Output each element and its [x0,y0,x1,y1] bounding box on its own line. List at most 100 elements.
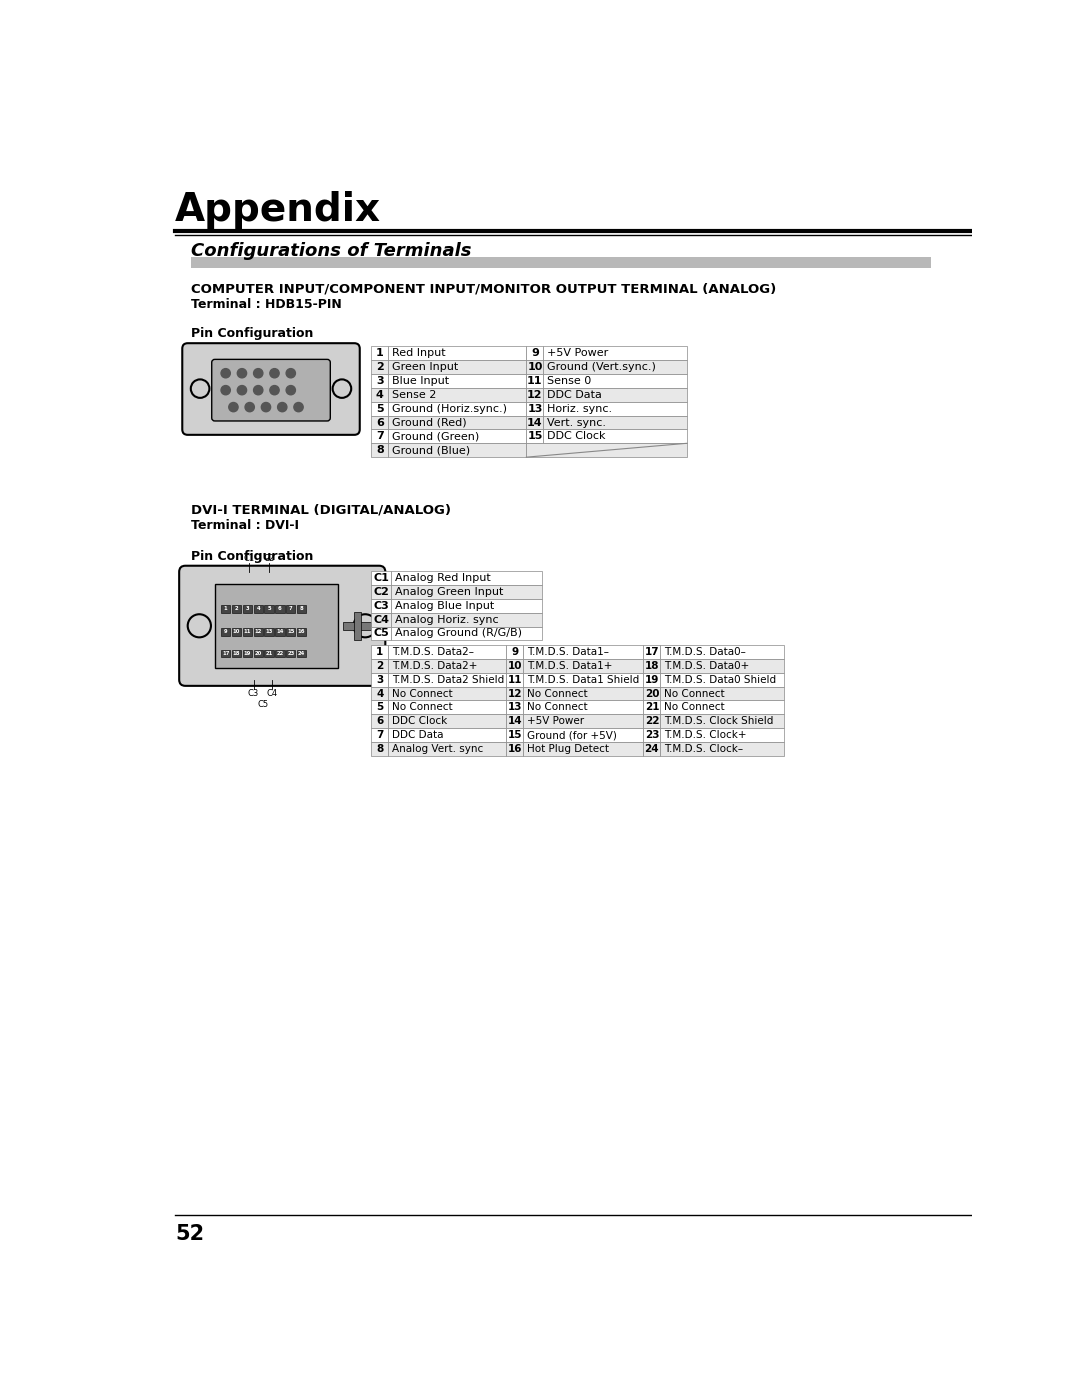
FancyBboxPatch shape [524,714,644,728]
FancyBboxPatch shape [524,700,644,714]
FancyBboxPatch shape [391,599,542,613]
Text: 17: 17 [222,651,229,657]
FancyBboxPatch shape [543,429,687,443]
FancyBboxPatch shape [389,443,526,457]
Circle shape [254,386,262,395]
FancyBboxPatch shape [372,374,389,388]
FancyBboxPatch shape [372,627,391,640]
Text: 19: 19 [645,675,659,685]
Text: C4: C4 [373,615,389,624]
Text: Green Input: Green Input [392,362,459,372]
FancyBboxPatch shape [243,605,252,613]
Text: T.M.D.S. Data0 Shield: T.M.D.S. Data0 Shield [664,675,777,685]
FancyBboxPatch shape [661,714,784,728]
Text: T.M.D.S. Data1+: T.M.D.S. Data1+ [527,661,612,671]
FancyBboxPatch shape [275,605,284,613]
FancyBboxPatch shape [507,742,524,756]
Text: 13: 13 [527,404,542,414]
Text: 17: 17 [645,647,659,657]
Text: No Connect: No Connect [527,689,588,698]
Text: 7: 7 [376,731,383,740]
Text: COMPUTER INPUT/COMPONENT INPUT/MONITOR OUTPUT TERMINAL (ANALOG): COMPUTER INPUT/COMPONENT INPUT/MONITOR O… [191,282,777,296]
FancyBboxPatch shape [661,742,784,756]
FancyBboxPatch shape [526,402,543,415]
FancyBboxPatch shape [372,728,389,742]
Text: 12: 12 [255,630,262,634]
FancyBboxPatch shape [389,728,507,742]
Circle shape [286,369,296,377]
Text: No Connect: No Connect [664,703,725,712]
Text: 19: 19 [244,651,251,657]
FancyBboxPatch shape [389,429,526,443]
FancyBboxPatch shape [661,686,784,700]
Text: T.M.D.S. Data2+: T.M.D.S. Data2+ [392,661,477,671]
Circle shape [270,386,279,395]
Text: 8: 8 [376,745,383,754]
FancyBboxPatch shape [215,584,338,668]
FancyBboxPatch shape [286,605,296,613]
FancyBboxPatch shape [212,359,330,420]
Text: T.M.D.S. Data0–: T.M.D.S. Data0– [664,647,746,657]
FancyBboxPatch shape [372,443,389,457]
Text: Sense 2: Sense 2 [392,390,436,400]
FancyBboxPatch shape [353,612,362,640]
FancyBboxPatch shape [507,700,524,714]
FancyBboxPatch shape [507,673,524,686]
Text: 3: 3 [376,675,383,685]
Text: 3: 3 [376,376,383,386]
Text: 12: 12 [527,390,542,400]
Circle shape [229,402,238,412]
Circle shape [286,386,296,395]
FancyBboxPatch shape [275,629,284,636]
FancyBboxPatch shape [644,673,661,686]
Text: 5: 5 [376,703,383,712]
Text: 9: 9 [224,630,228,634]
FancyBboxPatch shape [507,645,524,659]
Text: 9: 9 [531,348,539,358]
Text: 5: 5 [267,606,271,612]
FancyBboxPatch shape [372,429,389,443]
FancyBboxPatch shape [389,686,507,700]
Text: Analog Green Input: Analog Green Input [394,587,503,597]
FancyBboxPatch shape [526,415,543,429]
Text: 21: 21 [266,651,273,657]
FancyBboxPatch shape [389,645,507,659]
FancyBboxPatch shape [389,374,526,388]
FancyBboxPatch shape [372,686,389,700]
FancyBboxPatch shape [343,622,372,630]
Text: 13: 13 [266,630,273,634]
FancyBboxPatch shape [372,599,391,613]
Text: Ground (Green): Ground (Green) [392,432,480,441]
Text: 16: 16 [508,745,522,754]
Text: 7: 7 [376,432,383,441]
Text: DDC Data: DDC Data [548,390,603,400]
FancyBboxPatch shape [372,415,389,429]
Text: No Connect: No Connect [392,703,453,712]
Text: C2: C2 [373,587,389,597]
Text: 16: 16 [298,630,306,634]
FancyBboxPatch shape [372,571,391,585]
FancyBboxPatch shape [191,257,931,268]
FancyBboxPatch shape [661,728,784,742]
FancyBboxPatch shape [644,742,661,756]
FancyBboxPatch shape [372,645,389,659]
FancyBboxPatch shape [389,742,507,756]
Text: Sense 0: Sense 0 [548,376,592,386]
Text: 52: 52 [175,1224,204,1245]
FancyBboxPatch shape [179,566,386,686]
Circle shape [254,369,262,377]
FancyBboxPatch shape [286,650,296,658]
Text: 18: 18 [233,651,240,657]
FancyBboxPatch shape [543,415,687,429]
FancyBboxPatch shape [372,360,389,374]
FancyBboxPatch shape [372,714,389,728]
FancyBboxPatch shape [221,650,230,658]
Text: C5: C5 [374,629,389,638]
Text: 1: 1 [224,606,228,612]
Text: 20: 20 [645,689,659,698]
FancyBboxPatch shape [389,415,526,429]
Text: 14: 14 [276,630,284,634]
Text: 4: 4 [376,390,383,400]
Text: Ground (Vert.sync.): Ground (Vert.sync.) [548,362,657,372]
Text: DDC Clock: DDC Clock [392,717,447,726]
